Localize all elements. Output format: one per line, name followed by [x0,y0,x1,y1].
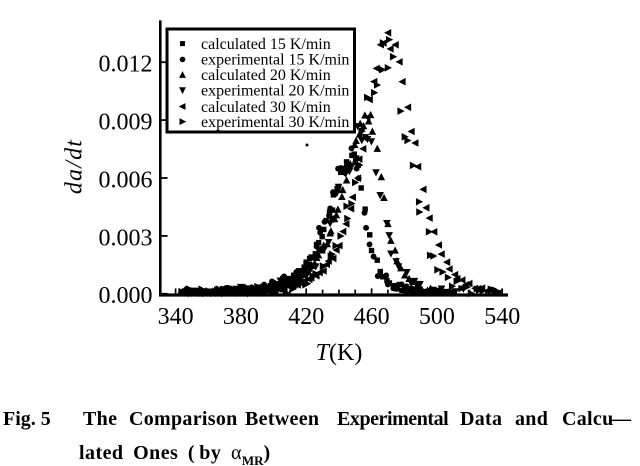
svg-text:340: 340 [158,304,194,330]
svg-text:0.006: 0.006 [99,167,153,193]
svg-text:calculated 20 K/min: calculated 20 K/min [201,67,331,84]
svg-text:da/dt: da/dt [62,139,88,194]
svg-text:500: 500 [419,304,455,330]
svg-text:experimental 15 K/min: experimental 15 K/min [201,52,349,69]
svg-text:380: 380 [223,304,259,330]
svg-text:calculated 30 K/min: calculated 30 K/min [201,99,331,116]
svg-text:0.009: 0.009 [99,110,153,136]
svg-text:0.012: 0.012 [99,52,153,78]
svg-text:420: 420 [288,304,324,330]
svg-text:0.000: 0.000 [99,283,153,309]
svg-text:experimental 30 K/min: experimental 30 K/min [201,114,349,131]
svg-text:calculated 15 K/min: calculated 15 K/min [201,36,331,53]
svg-text:T(K): T(K) [316,340,363,366]
svg-text:0.003: 0.003 [99,225,153,251]
svg-text:experimental 20 K/min: experimental 20 K/min [201,83,349,100]
svg-text:540: 540 [484,304,520,330]
svg-text:460: 460 [354,304,390,330]
